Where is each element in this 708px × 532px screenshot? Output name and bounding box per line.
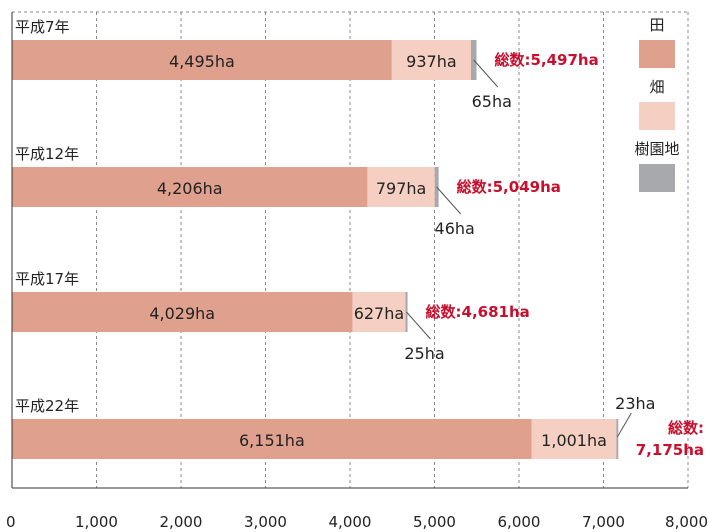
x-tick-label: 4,000 — [329, 513, 372, 531]
legend-label: 田 — [649, 16, 664, 34]
data-label: 65ha — [472, 92, 512, 111]
data-label: 1,001ha — [541, 431, 607, 450]
bar-segment-field — [352, 292, 406, 332]
bar-segment-rice — [12, 292, 353, 332]
x-tick-label: 7,000 — [582, 513, 625, 531]
grid-lines — [12, 11, 689, 488]
legend-swatch — [639, 102, 675, 130]
category-label: 平成12年 — [15, 145, 79, 163]
total-label: 総数: — [668, 419, 704, 437]
bar-segment-field — [367, 167, 435, 207]
leader-line — [406, 311, 431, 340]
total-label: 総数:4,681ha — [426, 303, 530, 321]
data-label: 4,495ha — [169, 52, 235, 71]
x-tick-label: 2,000 — [160, 513, 203, 531]
category-label: 平成7年 — [15, 18, 70, 36]
x-tick-label: 8,000 — [665, 513, 708, 531]
leader-line — [473, 59, 499, 88]
x-tick-label: 3,000 — [244, 513, 287, 531]
legend-swatch — [639, 40, 675, 68]
data-label: 23ha — [615, 394, 655, 413]
data-label: 6,151ha — [239, 431, 305, 450]
data-label: 4,029ha — [149, 304, 215, 323]
legend-label: 畑 — [649, 78, 664, 96]
bars-layer — [12, 40, 619, 459]
bar-segment-orchard — [616, 419, 619, 459]
leader-line — [616, 412, 632, 438]
bar-segment-field — [531, 419, 617, 459]
bar-segment-rice — [12, 40, 392, 80]
data-label: 797ha — [376, 179, 426, 198]
legend-swatch — [639, 164, 675, 192]
data-label: 627ha — [354, 304, 404, 323]
x-axis: 0 1,000 2,000 3,000 4,000 5,000 6,000 7,000 8,00… — [6, 12, 708, 531]
bar-segment-rice — [12, 167, 368, 207]
data-label: 937ha — [406, 52, 456, 71]
total-label: 総数:5,497ha — [494, 51, 598, 69]
data-label: 4,206ha — [157, 179, 223, 198]
total-label: 7,175ha — [636, 441, 704, 459]
x-tick-label: 1,000 — [75, 513, 118, 531]
data-label: 25ha — [404, 344, 444, 363]
bar-segment-rice — [12, 419, 532, 459]
x-tick-label: 5,000 — [413, 513, 456, 531]
leader-line — [436, 186, 462, 215]
x-tick-label: 0 — [6, 513, 16, 531]
data-label: 46ha — [435, 219, 475, 238]
bar-segment-field — [391, 40, 472, 80]
x-tick-label: 6,000 — [498, 513, 541, 531]
legend-label: 樹園地 — [634, 140, 679, 158]
category-label: 平成22年 — [15, 397, 79, 415]
category-label: 平成17年 — [15, 270, 79, 288]
total-label: 総数:5,049ha — [457, 178, 561, 196]
labels-layer: 平成7年 4,495ha 937ha 65ha 総数:5,497ha 平成12年 4,206… — [15, 18, 704, 459]
